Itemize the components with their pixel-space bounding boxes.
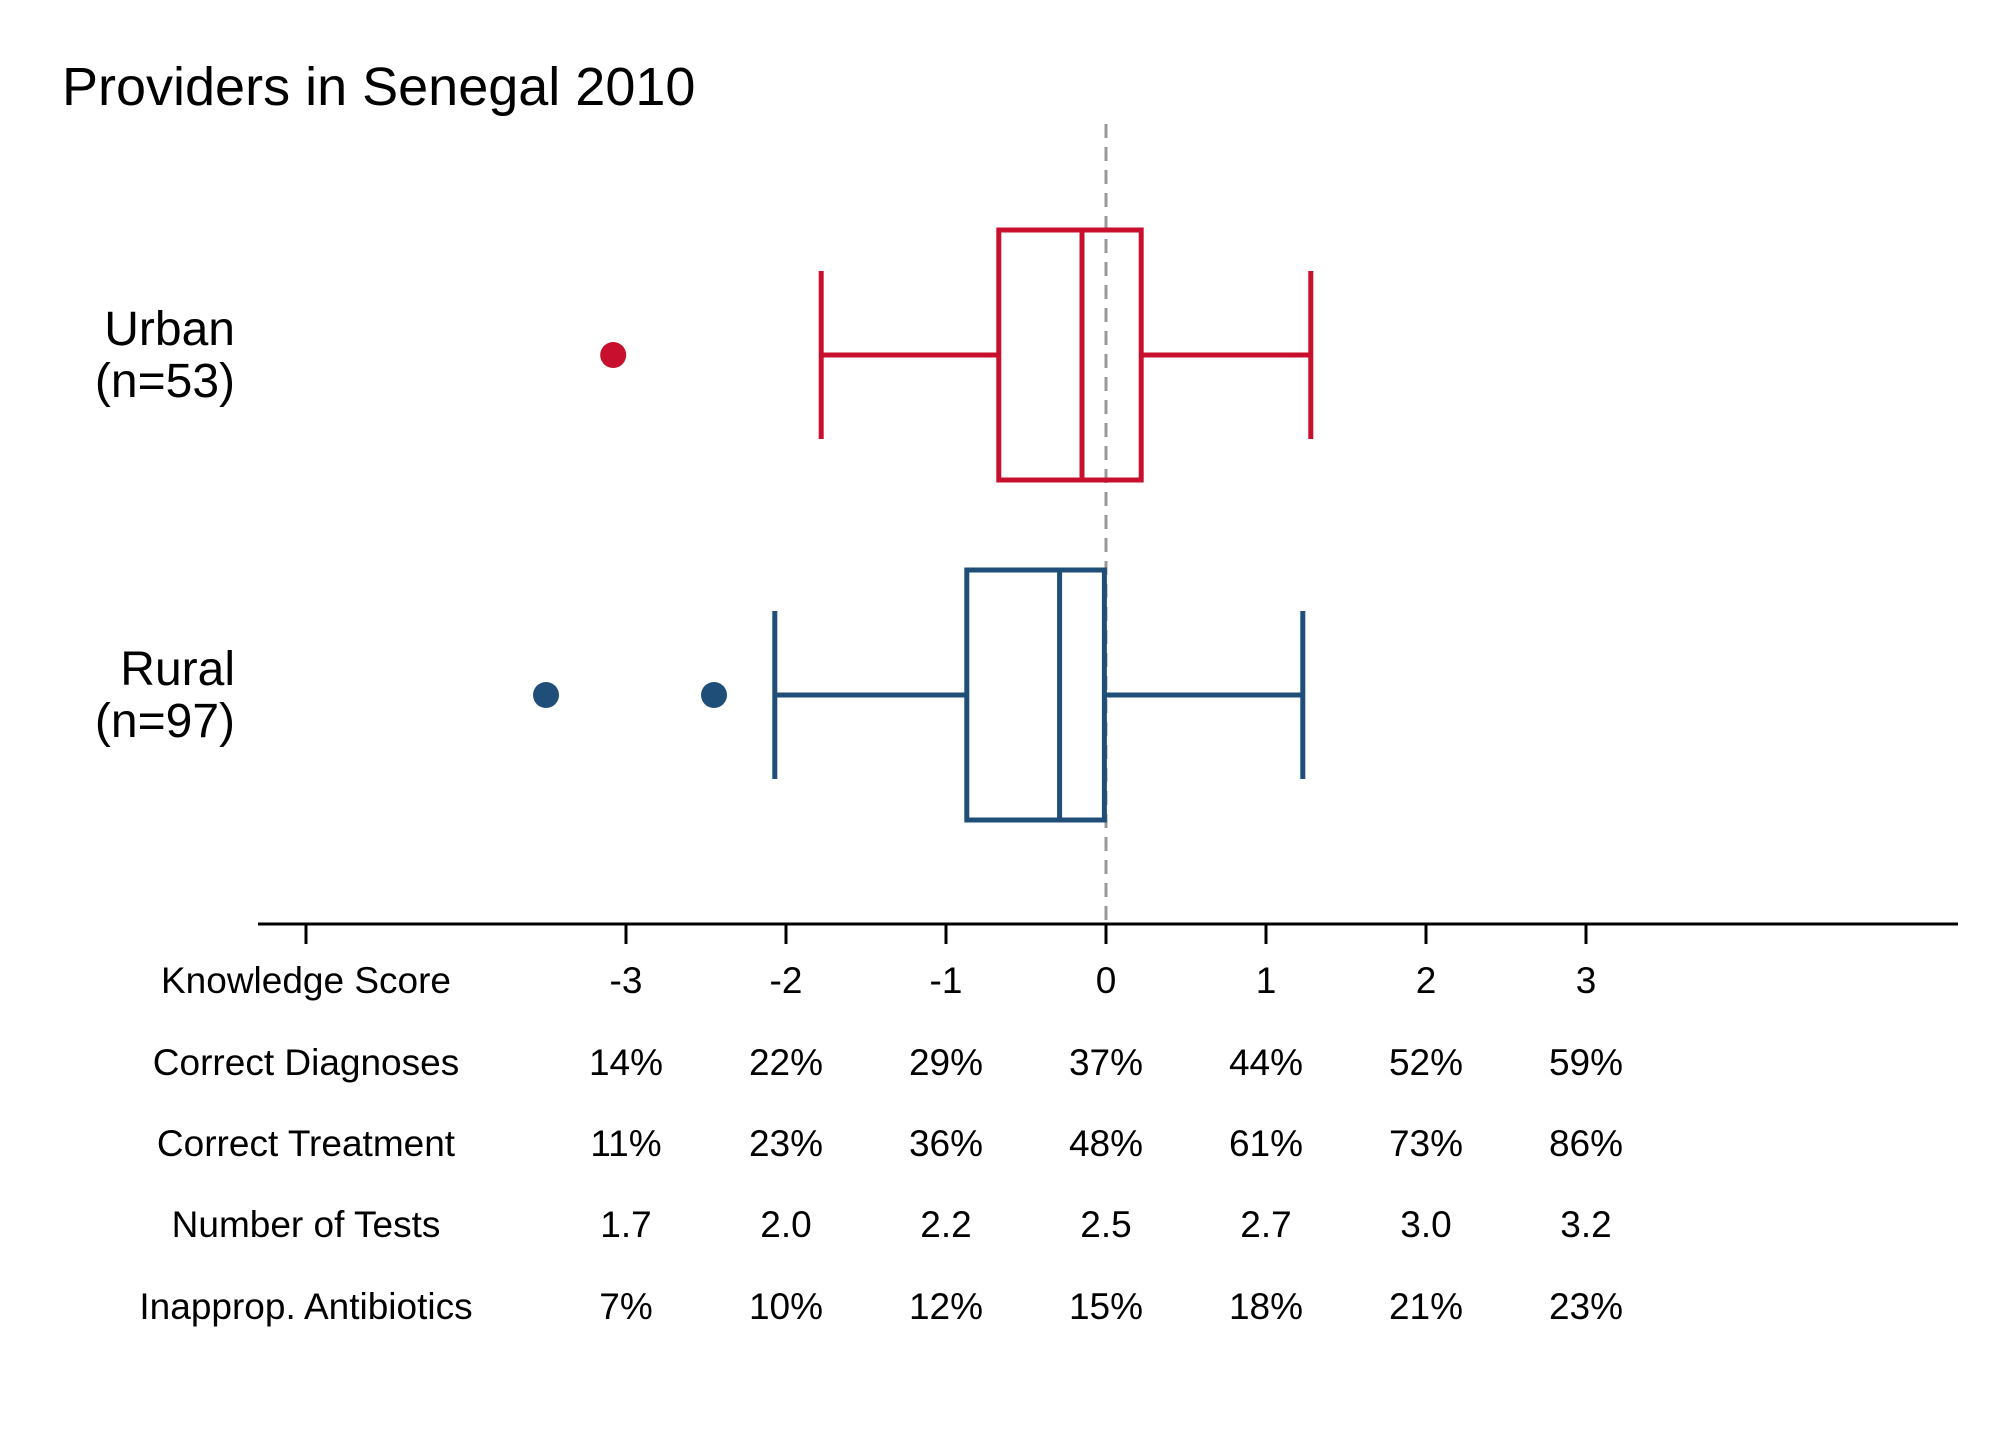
table-cell-0-0: -3	[610, 960, 643, 1001]
table-cell-0-2: -1	[930, 960, 963, 1001]
rural-n-label: (n=97)	[95, 695, 235, 748]
table-cell-3-1: 2.0	[760, 1204, 811, 1245]
table-row-label-1: Correct Diagnoses	[153, 1042, 459, 1083]
table-cell-4-3: 15%	[1069, 1286, 1143, 1327]
table-cell-2-1: 23%	[749, 1123, 823, 1164]
table-cell-4-1: 10%	[749, 1286, 823, 1327]
table-cell-0-5: 2	[1416, 960, 1437, 1001]
urban-n-label: (n=53)	[95, 355, 235, 408]
table-cell-1-4: 44%	[1229, 1042, 1303, 1083]
table-cell-3-4: 2.7	[1240, 1204, 1291, 1245]
table-row-label-4: Inapprop. Antibiotics	[139, 1286, 472, 1327]
table-cell-1-1: 22%	[749, 1042, 823, 1083]
table-cell-1-6: 59%	[1549, 1042, 1623, 1083]
table-cell-3-5: 3.0	[1400, 1204, 1451, 1245]
table-cell-0-1: -2	[770, 960, 803, 1001]
table-cell-2-3: 48%	[1069, 1123, 1143, 1164]
table-cell-3-6: 3.2	[1560, 1204, 1611, 1245]
table-row-label-3: Number of Tests	[172, 1204, 441, 1245]
table-cell-2-2: 36%	[909, 1123, 983, 1164]
table-cell-3-2: 2.2	[920, 1204, 971, 1245]
urban-outlier-0	[600, 342, 627, 368]
table-cell-1-2: 29%	[909, 1042, 983, 1083]
table-cell-4-2: 12%	[909, 1286, 983, 1327]
table-cell-1-3: 37%	[1069, 1042, 1143, 1083]
chart-title: Providers in Senegal 2010	[62, 57, 695, 117]
table-cell-1-0: 14%	[589, 1042, 663, 1083]
rural-label: Rural	[120, 643, 235, 696]
urban-box	[996, 227, 1144, 483]
table-cell-4-4: 18%	[1229, 1286, 1303, 1327]
plot-area: Urban(n=53) Rural(n=97) Knowledge Score -3 -…	[95, 124, 1958, 1327]
rural-box	[964, 567, 1107, 823]
table-row-label-0: Knowledge Score	[161, 960, 451, 1001]
table-cell-0-4: 1	[1256, 960, 1277, 1001]
table-row-label-2: Correct Treatment	[157, 1123, 456, 1164]
rural-outlier-0	[533, 682, 559, 708]
table-cell-0-6: 3	[1576, 960, 1597, 1001]
table-cell-3-0: 1.7	[600, 1204, 651, 1245]
table-cell-2-6: 86%	[1549, 1123, 1623, 1164]
table-cell-3-3: 2.5	[1080, 1204, 1131, 1245]
table-cell-4-0: 7%	[599, 1286, 652, 1327]
table-cell-2-4: 61%	[1229, 1123, 1303, 1164]
table-cell-4-6: 23%	[1549, 1286, 1623, 1327]
table-cell-4-5: 21%	[1389, 1286, 1463, 1327]
table-cell-0-3: 0	[1096, 960, 1117, 1001]
table-cell-2-0: 11%	[590, 1123, 661, 1164]
table-cell-1-5: 52%	[1389, 1042, 1463, 1083]
table-cell-2-5: 73%	[1389, 1123, 1463, 1164]
urban-label: Urban	[104, 303, 235, 356]
rural-outlier-1	[701, 682, 727, 708]
